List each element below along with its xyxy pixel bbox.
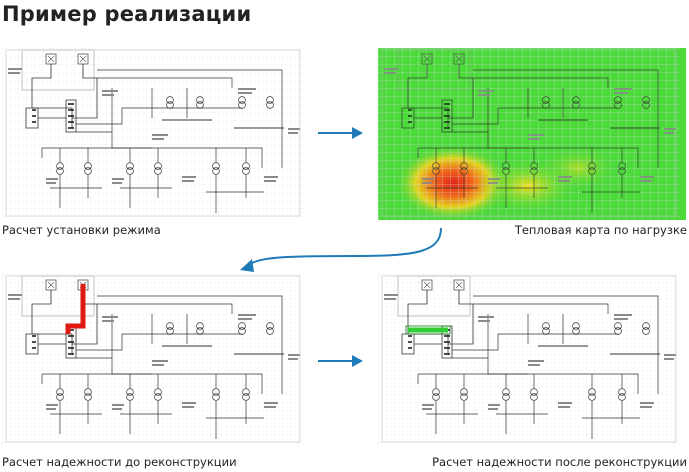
arrow-right-icon-2 <box>318 355 363 367</box>
page-title: Пример реализации <box>2 2 252 26</box>
regime-schematic <box>2 48 304 220</box>
regime-diagram <box>2 48 304 220</box>
arrow-curved-icon <box>240 227 442 272</box>
arrow-right-icon <box>318 127 363 139</box>
caption-heatmap: Тепловая карта по нагрузке <box>514 223 687 237</box>
after-diagram <box>378 274 680 447</box>
after-schematic <box>378 274 680 450</box>
caption-after: Расчет надежности после реконструкции <box>432 455 687 469</box>
caption-before: Расчет надежности до реконструкции <box>2 455 237 469</box>
heatmap-schematic <box>378 48 686 220</box>
caption-regime: Расчет установки режима <box>2 223 161 237</box>
heatmap-diagram <box>378 48 681 220</box>
before-diagram <box>2 274 304 447</box>
before-schematic <box>2 274 304 450</box>
